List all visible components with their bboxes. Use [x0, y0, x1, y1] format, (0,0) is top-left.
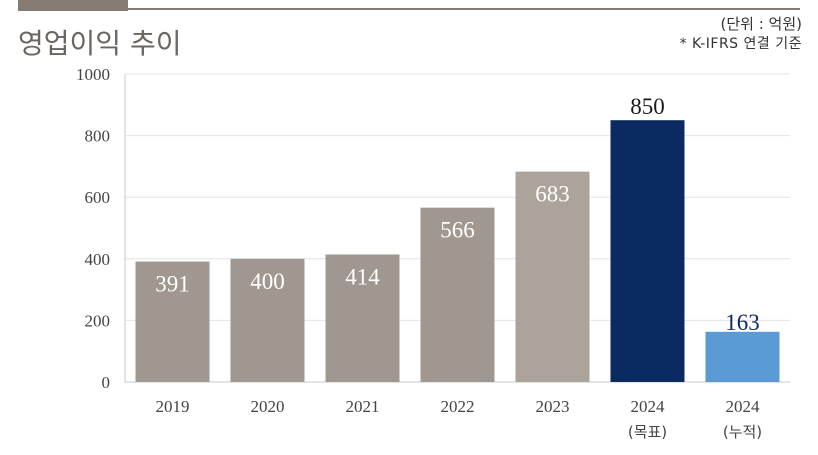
y-tick-label: 800 — [85, 127, 111, 146]
bar-value-label: 850 — [630, 94, 665, 119]
y-tick-label: 600 — [85, 188, 111, 207]
bar — [610, 120, 685, 382]
bar-value-label: 163 — [725, 310, 760, 335]
bar — [515, 171, 590, 382]
bar-value-label: 391 — [155, 272, 190, 297]
x-tick-sublabel: (누적) — [723, 423, 762, 441]
header-rule — [128, 8, 800, 10]
bar — [135, 261, 210, 382]
x-tick-label: 2023 — [536, 397, 570, 416]
x-tick-label: 2019 — [156, 397, 190, 416]
unit-label: (단위 : 억원) — [720, 15, 803, 33]
bar-value-label: 414 — [345, 264, 380, 289]
y-tick-label: 400 — [85, 250, 111, 269]
y-tick-label: 200 — [85, 311, 111, 330]
x-tick-label: 2024 — [726, 397, 761, 416]
x-tick-label: 2020 — [251, 397, 285, 416]
x-tick-label: 2021 — [346, 397, 380, 416]
bar — [230, 258, 305, 382]
bar — [420, 207, 495, 382]
header-accent-block — [18, 0, 128, 11]
bar-value-label: 400 — [250, 269, 285, 294]
x-tick-label: 2024 — [631, 397, 666, 416]
x-tick-sublabel: (목표) — [628, 423, 667, 441]
bar — [325, 254, 400, 382]
x-tick-label: 2022 — [441, 397, 475, 416]
bar-value-label: 566 — [440, 218, 475, 243]
basis-note: * K-IFRS 연결 기준 — [679, 36, 802, 52]
chart-title: 영업이익 추이 — [18, 27, 182, 60]
y-tick-label: 0 — [102, 373, 111, 392]
y-tick-label: 1000 — [76, 65, 110, 84]
bar-value-label: 683 — [535, 182, 570, 207]
bar — [705, 331, 780, 382]
